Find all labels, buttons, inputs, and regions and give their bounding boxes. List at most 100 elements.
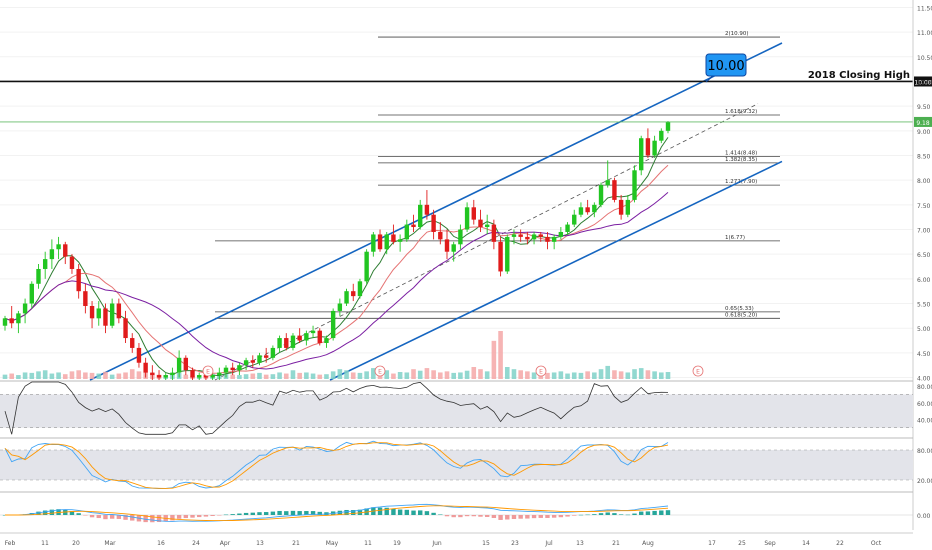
candle-body <box>585 207 590 213</box>
macd-histogram-bar <box>384 507 389 515</box>
rsi-band <box>0 394 913 428</box>
volume-bar <box>62 374 68 379</box>
candle-body <box>592 204 597 213</box>
event-marker <box>692 365 704 377</box>
fib-level-label: 0.618(5.20) <box>725 312 757 318</box>
macd-histogram-bar <box>645 511 651 515</box>
price-tick-label: 11.50 <box>917 5 932 12</box>
candle-body <box>330 310 336 339</box>
candle-body <box>136 347 142 363</box>
candle-body <box>391 234 396 242</box>
time-tick-label: Jun <box>431 540 442 547</box>
macd-histogram-bar <box>270 511 276 515</box>
macd-histogram-bar <box>76 513 81 515</box>
macd-histogram-bar <box>42 510 48 515</box>
event-marker-label: E <box>378 369 382 376</box>
volume-bar <box>83 372 88 379</box>
macd-histogram-bar <box>578 514 584 516</box>
macd-histogram-bar <box>351 510 356 515</box>
volume-bar <box>659 372 664 379</box>
macd-histogram-bar <box>525 515 530 519</box>
candle-body <box>404 224 410 240</box>
macd-histogram-bar <box>109 515 115 519</box>
macd-histogram-bar <box>143 515 148 523</box>
candle-body <box>337 303 343 311</box>
volume-bar <box>585 371 590 379</box>
macd-histogram-bar <box>310 511 316 515</box>
macd-histogram-bar <box>49 509 55 515</box>
volume-bar <box>297 372 302 379</box>
macd-histogram-bar <box>505 515 510 520</box>
volume-bar <box>451 372 456 379</box>
candle-body <box>511 234 517 237</box>
volume-bar <box>491 340 497 379</box>
macd-histogram-bar <box>36 511 41 515</box>
horizontal-levels: 10.00 9.18 <box>0 75 932 127</box>
candle-body <box>263 355 269 358</box>
macd-histogram-bar <box>558 515 564 518</box>
candle-body <box>197 375 202 378</box>
fib-level-label: 1.272(7.90) <box>725 179 757 185</box>
macd-histogram-bar <box>397 509 403 515</box>
price-tick-label: 5.50 <box>917 302 931 309</box>
candle-body <box>565 224 570 232</box>
macd-histogram-bar <box>431 512 436 515</box>
candle-body <box>598 185 604 205</box>
candle-body <box>109 303 115 326</box>
macd-histogram-bar <box>377 507 383 515</box>
fib-level-label: 1(6.77) <box>725 235 745 241</box>
macd-histogram-bar <box>317 511 322 515</box>
candle-body <box>438 231 443 240</box>
macd-histogram-bar <box>156 515 162 523</box>
channel-upper-line <box>89 42 783 381</box>
volume-bar <box>29 372 35 379</box>
channel-midline <box>214 103 759 381</box>
volume-bar <box>391 373 396 379</box>
volume-bar <box>384 370 390 379</box>
macd-histogram-bar <box>176 515 182 519</box>
candle-body <box>170 372 175 376</box>
candle-body <box>2 318 8 326</box>
candle-body <box>83 291 88 306</box>
volume-bar <box>42 370 48 379</box>
price-tick-label: 10.00 <box>917 79 932 86</box>
candle-body <box>525 236 530 240</box>
candle-body <box>123 318 128 339</box>
candle-body <box>491 224 497 242</box>
volume-bar <box>69 371 75 379</box>
volume-bar <box>424 368 430 379</box>
price-tick-label: 6.50 <box>917 252 931 259</box>
candle-body <box>625 199 631 215</box>
time-tick-label: 21 <box>292 540 300 547</box>
candle-body <box>203 375 209 378</box>
candle-body <box>103 308 108 326</box>
macd-histogram-bar <box>639 511 644 515</box>
time-tick-label: 17 <box>708 540 716 547</box>
volume-bar <box>471 367 477 379</box>
volume-bar <box>578 372 584 379</box>
volume-bar <box>277 372 282 379</box>
candle-body <box>424 204 430 215</box>
volume-bar <box>109 374 115 379</box>
macd-histogram-bar <box>418 510 423 515</box>
macd-histogram-bar <box>605 512 610 515</box>
volume-bar <box>638 368 644 379</box>
moving-averages <box>4 137 669 377</box>
macd-histogram-bar <box>116 515 122 519</box>
price-tick-label: 6.00 <box>917 277 931 284</box>
macd-histogram-bar <box>357 509 363 515</box>
time-tick-label: Aug <box>642 540 654 547</box>
candle-body <box>344 291 349 304</box>
volume-bar <box>431 370 436 379</box>
time-tick-label: 23 <box>511 540 519 547</box>
price-candles <box>2 120 671 380</box>
candle-body <box>639 138 644 171</box>
macd-histogram-bar <box>210 515 215 516</box>
volume-bar <box>511 369 517 379</box>
event-marker <box>535 365 547 377</box>
volume-bar <box>136 371 142 379</box>
volume-bar <box>545 372 550 379</box>
macd-histogram-bar <box>511 515 517 519</box>
macd-histogram-bar <box>123 515 128 520</box>
candle-body <box>150 372 155 376</box>
